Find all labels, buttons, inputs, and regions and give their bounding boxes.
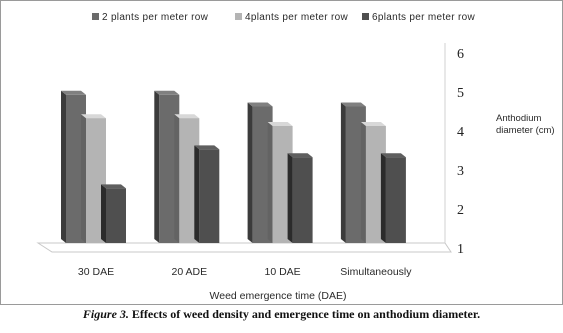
y-tick-label: 5 xyxy=(457,86,464,101)
bar-top xyxy=(61,90,86,95)
bar-side xyxy=(154,90,160,243)
x-axis-categories: 30 DAE 20 ADE 10 DAE Simultaneously xyxy=(78,266,412,278)
y-tick-label: 1 xyxy=(457,242,464,257)
bar-top xyxy=(174,114,200,119)
bar-side xyxy=(267,122,273,243)
bar-side xyxy=(194,145,200,243)
x-category-label: 10 DAE xyxy=(265,266,301,278)
bar-top xyxy=(340,102,366,107)
y-tick-label: 3 xyxy=(457,164,464,179)
legend-swatch xyxy=(92,13,99,20)
bar-side xyxy=(247,102,253,243)
y-axis-ticks: 1 2 3 4 5 6 xyxy=(457,47,464,257)
bar-front xyxy=(385,157,406,243)
figure-caption: Figure 3. Effects of weed density and em… xyxy=(0,307,563,322)
x-category-label: 20 ADE xyxy=(171,266,207,278)
bar-top xyxy=(360,122,386,126)
bar-top xyxy=(194,145,220,150)
bar-side xyxy=(61,90,66,243)
floor-plane xyxy=(36,242,452,253)
bar-top xyxy=(101,184,126,189)
bar xyxy=(101,184,126,243)
bar-side xyxy=(340,102,346,243)
bar-side xyxy=(174,114,180,243)
bar-front xyxy=(106,188,126,243)
bar xyxy=(287,153,313,243)
chart: 2 plants per meter row 4plants per meter … xyxy=(0,0,563,305)
bar-side xyxy=(287,153,293,243)
y-tick-label: 4 xyxy=(457,125,464,140)
bar-top xyxy=(380,153,406,158)
bar-top xyxy=(287,153,313,158)
x-axis-title: Weed emergence time (DAE) xyxy=(210,290,347,302)
bar-top xyxy=(267,122,293,126)
legend-item: 6plants per meter row xyxy=(362,12,475,23)
legend-label: 2 plants per meter row xyxy=(102,12,209,23)
y-axis-label-line-1: Anthodium xyxy=(496,113,542,124)
y-tick-label: 2 xyxy=(457,203,464,218)
bar-top xyxy=(247,102,273,107)
bar-side xyxy=(81,114,86,243)
legend-label: 6plants per meter row xyxy=(372,12,475,23)
caption-text: Effects of weed density and emergence ti… xyxy=(128,307,481,321)
legend: 2 plants per meter row 4plants per meter … xyxy=(92,12,475,23)
bar-side xyxy=(360,122,366,243)
x-category-label: 30 DAE xyxy=(78,266,114,278)
bar xyxy=(380,153,406,243)
bars xyxy=(61,90,406,243)
bar-side xyxy=(380,153,386,243)
legend-swatch xyxy=(362,13,369,20)
caption-label: Figure 3. xyxy=(82,307,129,321)
bar xyxy=(194,145,220,243)
bar-front xyxy=(292,157,313,243)
bar-side xyxy=(101,184,106,243)
bar-top xyxy=(81,114,106,119)
bar-front xyxy=(199,149,220,243)
legend-item: 2 plants per meter row xyxy=(92,12,209,23)
bar-top xyxy=(154,90,180,95)
legend-item: 4plants per meter row xyxy=(235,12,348,23)
legend-swatch xyxy=(235,13,242,20)
y-tick-label: 6 xyxy=(457,47,464,62)
y-axis-label-line-2: diameter (cm) xyxy=(496,125,555,136)
x-category-label: Simultaneously xyxy=(340,266,412,278)
legend-label: 4plants per meter row xyxy=(245,12,348,23)
